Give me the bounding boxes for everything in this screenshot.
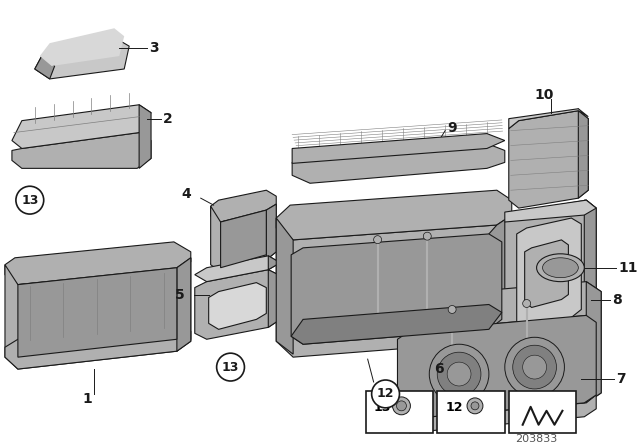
Text: 13: 13	[374, 401, 391, 414]
Circle shape	[448, 306, 456, 314]
Polygon shape	[505, 200, 596, 222]
Text: 2: 2	[163, 112, 173, 126]
Text: 5: 5	[175, 288, 185, 302]
Polygon shape	[276, 190, 512, 240]
Polygon shape	[35, 39, 129, 79]
Text: 3: 3	[149, 41, 159, 55]
Polygon shape	[392, 307, 601, 419]
Circle shape	[467, 398, 483, 414]
Polygon shape	[509, 111, 588, 208]
Circle shape	[397, 401, 406, 411]
FancyBboxPatch shape	[437, 391, 505, 433]
Text: 4: 4	[181, 187, 191, 201]
Text: 13: 13	[222, 361, 239, 374]
Circle shape	[505, 337, 564, 397]
Text: 1: 1	[83, 392, 92, 406]
Polygon shape	[12, 105, 151, 148]
Polygon shape	[291, 305, 502, 344]
Polygon shape	[5, 258, 191, 369]
Polygon shape	[35, 56, 54, 79]
Polygon shape	[584, 200, 596, 337]
Polygon shape	[5, 242, 191, 284]
Polygon shape	[211, 190, 276, 222]
Polygon shape	[392, 282, 601, 332]
Circle shape	[392, 397, 410, 415]
Circle shape	[447, 362, 471, 386]
Polygon shape	[276, 215, 512, 357]
Polygon shape	[489, 215, 512, 341]
Circle shape	[437, 352, 481, 396]
Text: 8: 8	[612, 293, 622, 306]
Circle shape	[471, 402, 479, 410]
Circle shape	[423, 232, 431, 240]
Polygon shape	[292, 143, 505, 183]
Polygon shape	[195, 256, 280, 282]
Text: 9: 9	[447, 121, 457, 134]
Polygon shape	[18, 268, 177, 357]
Polygon shape	[505, 200, 596, 349]
FancyBboxPatch shape	[509, 391, 577, 433]
Polygon shape	[397, 315, 596, 419]
FancyBboxPatch shape	[365, 391, 433, 433]
Polygon shape	[516, 218, 581, 327]
Polygon shape	[525, 240, 568, 307]
Polygon shape	[211, 204, 276, 271]
Polygon shape	[276, 218, 293, 354]
Circle shape	[16, 186, 44, 214]
Polygon shape	[40, 28, 124, 66]
Ellipse shape	[536, 254, 584, 282]
Circle shape	[429, 344, 489, 404]
Polygon shape	[209, 283, 266, 329]
Circle shape	[523, 300, 531, 307]
Circle shape	[523, 355, 547, 379]
Ellipse shape	[543, 258, 579, 278]
Polygon shape	[221, 210, 266, 268]
Polygon shape	[139, 105, 151, 168]
Circle shape	[216, 353, 244, 381]
Circle shape	[372, 380, 399, 408]
Text: 12: 12	[377, 388, 394, 401]
Polygon shape	[579, 109, 588, 198]
Text: 11: 11	[618, 261, 637, 275]
Polygon shape	[586, 282, 601, 403]
Polygon shape	[12, 133, 151, 168]
Polygon shape	[397, 395, 596, 433]
Polygon shape	[291, 234, 502, 344]
Circle shape	[513, 345, 556, 389]
Polygon shape	[292, 134, 505, 164]
Text: 7: 7	[616, 372, 626, 386]
Circle shape	[374, 236, 381, 244]
Text: 203833: 203833	[515, 434, 557, 444]
Polygon shape	[177, 258, 191, 351]
Polygon shape	[5, 321, 191, 369]
Text: 10: 10	[535, 88, 554, 102]
Text: 13: 13	[21, 194, 38, 207]
Polygon shape	[509, 109, 588, 129]
Polygon shape	[266, 204, 276, 260]
Text: 6: 6	[435, 362, 444, 376]
Polygon shape	[268, 256, 280, 327]
Text: 12: 12	[445, 401, 463, 414]
Polygon shape	[195, 270, 280, 339]
